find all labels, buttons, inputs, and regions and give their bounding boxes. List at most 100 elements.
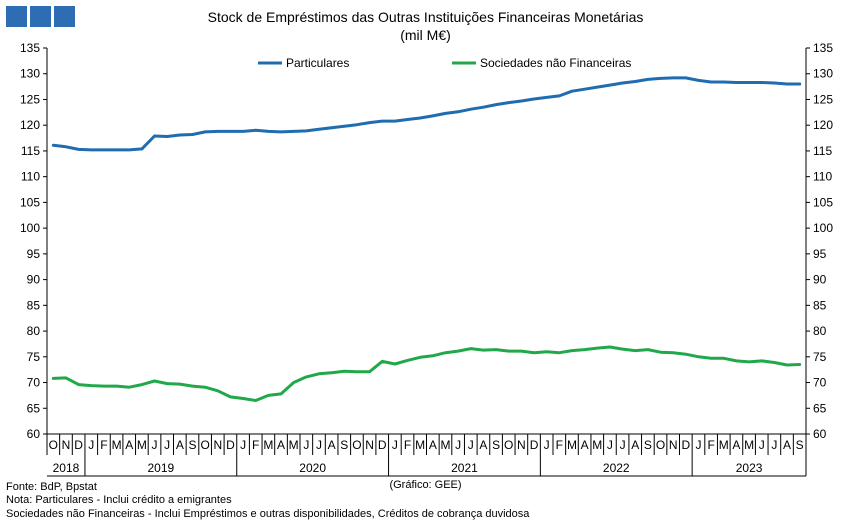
series-line-sociedades-nao-financeiras	[51, 345, 802, 402]
x-month-label: J	[240, 438, 246, 452]
x-month-label: F	[404, 438, 411, 452]
x-month-label: F	[100, 438, 107, 452]
x-month-label: J	[771, 438, 777, 452]
x-month-label: J	[316, 438, 322, 452]
y-tick-label-right: 125	[813, 92, 833, 106]
y-tick-label-right: 110	[813, 170, 832, 184]
chart-subtitle-units: (mil M€)	[400, 27, 451, 43]
x-month-label: M	[137, 438, 147, 452]
x-month-label: O	[200, 438, 209, 452]
y-tick-label-right: 65	[813, 401, 827, 415]
x-month-label: N	[365, 438, 374, 452]
x-month-label: J	[620, 438, 626, 452]
x-month-label: J	[607, 438, 613, 452]
y-tick-label-left: 60	[27, 427, 41, 441]
y-tick-label-left: 85	[27, 298, 41, 312]
y-tick-label-right: 105	[813, 195, 833, 209]
footnote-sociedades: Sociedades não Financeiras - Inclui Empr…	[6, 508, 530, 520]
x-year-label: 2021	[451, 461, 478, 475]
y-tick-label-left: 80	[27, 324, 41, 338]
x-month-label: S	[644, 438, 652, 452]
x-month-label: O	[352, 438, 361, 452]
y-tick-label-left: 95	[27, 247, 41, 261]
y-tick-label-right: 70	[813, 376, 827, 390]
y-tick-label-left: 100	[20, 221, 40, 235]
legend-label: Sociedades não Financeiras	[480, 56, 631, 70]
x-month-label: A	[479, 438, 487, 452]
x-month-label: M	[719, 438, 729, 452]
x-month-label: A	[176, 438, 184, 452]
x-month-label: D	[378, 438, 387, 452]
x-month-label: F	[556, 438, 563, 452]
y-tick-label-right: 85	[813, 298, 827, 312]
x-month-label: M	[744, 438, 754, 452]
x-month-label: D	[226, 438, 235, 452]
x-month-label: M	[567, 438, 577, 452]
y-tick-label-left: 135	[20, 41, 40, 55]
x-month-label: A	[125, 438, 133, 452]
logo-square	[54, 6, 75, 27]
series-line-particulares	[51, 76, 802, 152]
y-tick-label-right: 75	[813, 350, 827, 364]
x-month-label: F	[252, 438, 259, 452]
x-month-label: A	[631, 438, 639, 452]
logo-square	[6, 6, 27, 27]
x-month-label: J	[455, 438, 461, 452]
x-year-label: 2020	[299, 461, 326, 475]
x-year-label: 2019	[147, 461, 174, 475]
x-month-label: M	[415, 438, 425, 452]
legend-item: Sociedades não Financeiras	[452, 56, 631, 70]
y-tick-label-right: 130	[813, 67, 833, 81]
x-month-label: S	[340, 438, 348, 452]
logo-square	[30, 6, 51, 27]
x-month-label: N	[62, 438, 71, 452]
x-month-label: A	[277, 438, 285, 452]
legend-item: Particulares	[258, 56, 349, 70]
y-tick-label-right: 135	[813, 41, 833, 55]
y-tick-label-left: 105	[20, 195, 40, 209]
x-month-label: A	[328, 438, 336, 452]
x-month-label: D	[74, 438, 83, 452]
x-month-label: A	[783, 438, 791, 452]
line-chart: 60 60 65 65 70 70 75 75 80 80 85 85 90 90 95 95 100 100 10…	[20, 41, 833, 477]
x-month-label: J	[88, 438, 94, 452]
x-month-label: S	[796, 438, 804, 452]
x-month-label: O	[656, 438, 665, 452]
legend-label: Particulares	[286, 56, 349, 70]
x-month-label: F	[707, 438, 714, 452]
x-year-label: 2023	[736, 461, 763, 475]
y-tick-label-right: 60	[813, 427, 827, 441]
x-year-label: 2022	[603, 461, 630, 475]
x-month-label: A	[429, 438, 437, 452]
y-tick-label-right: 90	[813, 273, 827, 287]
y-tick-label-left: 120	[20, 118, 40, 132]
y-tick-label-right: 80	[813, 324, 827, 338]
x-month-label: J	[468, 438, 474, 452]
x-month-label: S	[492, 438, 500, 452]
x-month-label: M	[112, 438, 122, 452]
x-month-label: J	[303, 438, 309, 452]
y-tick-label-right: 95	[813, 247, 827, 261]
y-tick-label-left: 115	[21, 144, 40, 158]
y-tick-label-left: 75	[27, 350, 41, 364]
y-tick-label-left: 90	[27, 273, 41, 287]
y-tick-label-left: 70	[27, 376, 41, 390]
x-month-label: N	[669, 438, 678, 452]
x-month-label: M	[592, 438, 602, 452]
x-month-label: A	[581, 438, 589, 452]
x-month-label: N	[213, 438, 222, 452]
x-month-label: O	[504, 438, 513, 452]
x-month-label: M	[263, 438, 273, 452]
x-month-label: D	[681, 438, 690, 452]
x-month-label: J	[544, 438, 550, 452]
x-month-label: D	[530, 438, 539, 452]
x-month-label: M	[440, 438, 450, 452]
y-tick-label-right: 120	[813, 118, 833, 132]
chart-credit: (Gráfico: GEE)	[389, 479, 462, 491]
x-month-label: J	[392, 438, 398, 452]
y-tick-label-right: 115	[813, 144, 832, 158]
x-month-label: O	[49, 438, 58, 452]
y-tick-label-right: 100	[813, 221, 833, 235]
source-note: Fonte: BdP, Bpstat	[6, 481, 97, 493]
x-month-label: J	[695, 438, 701, 452]
